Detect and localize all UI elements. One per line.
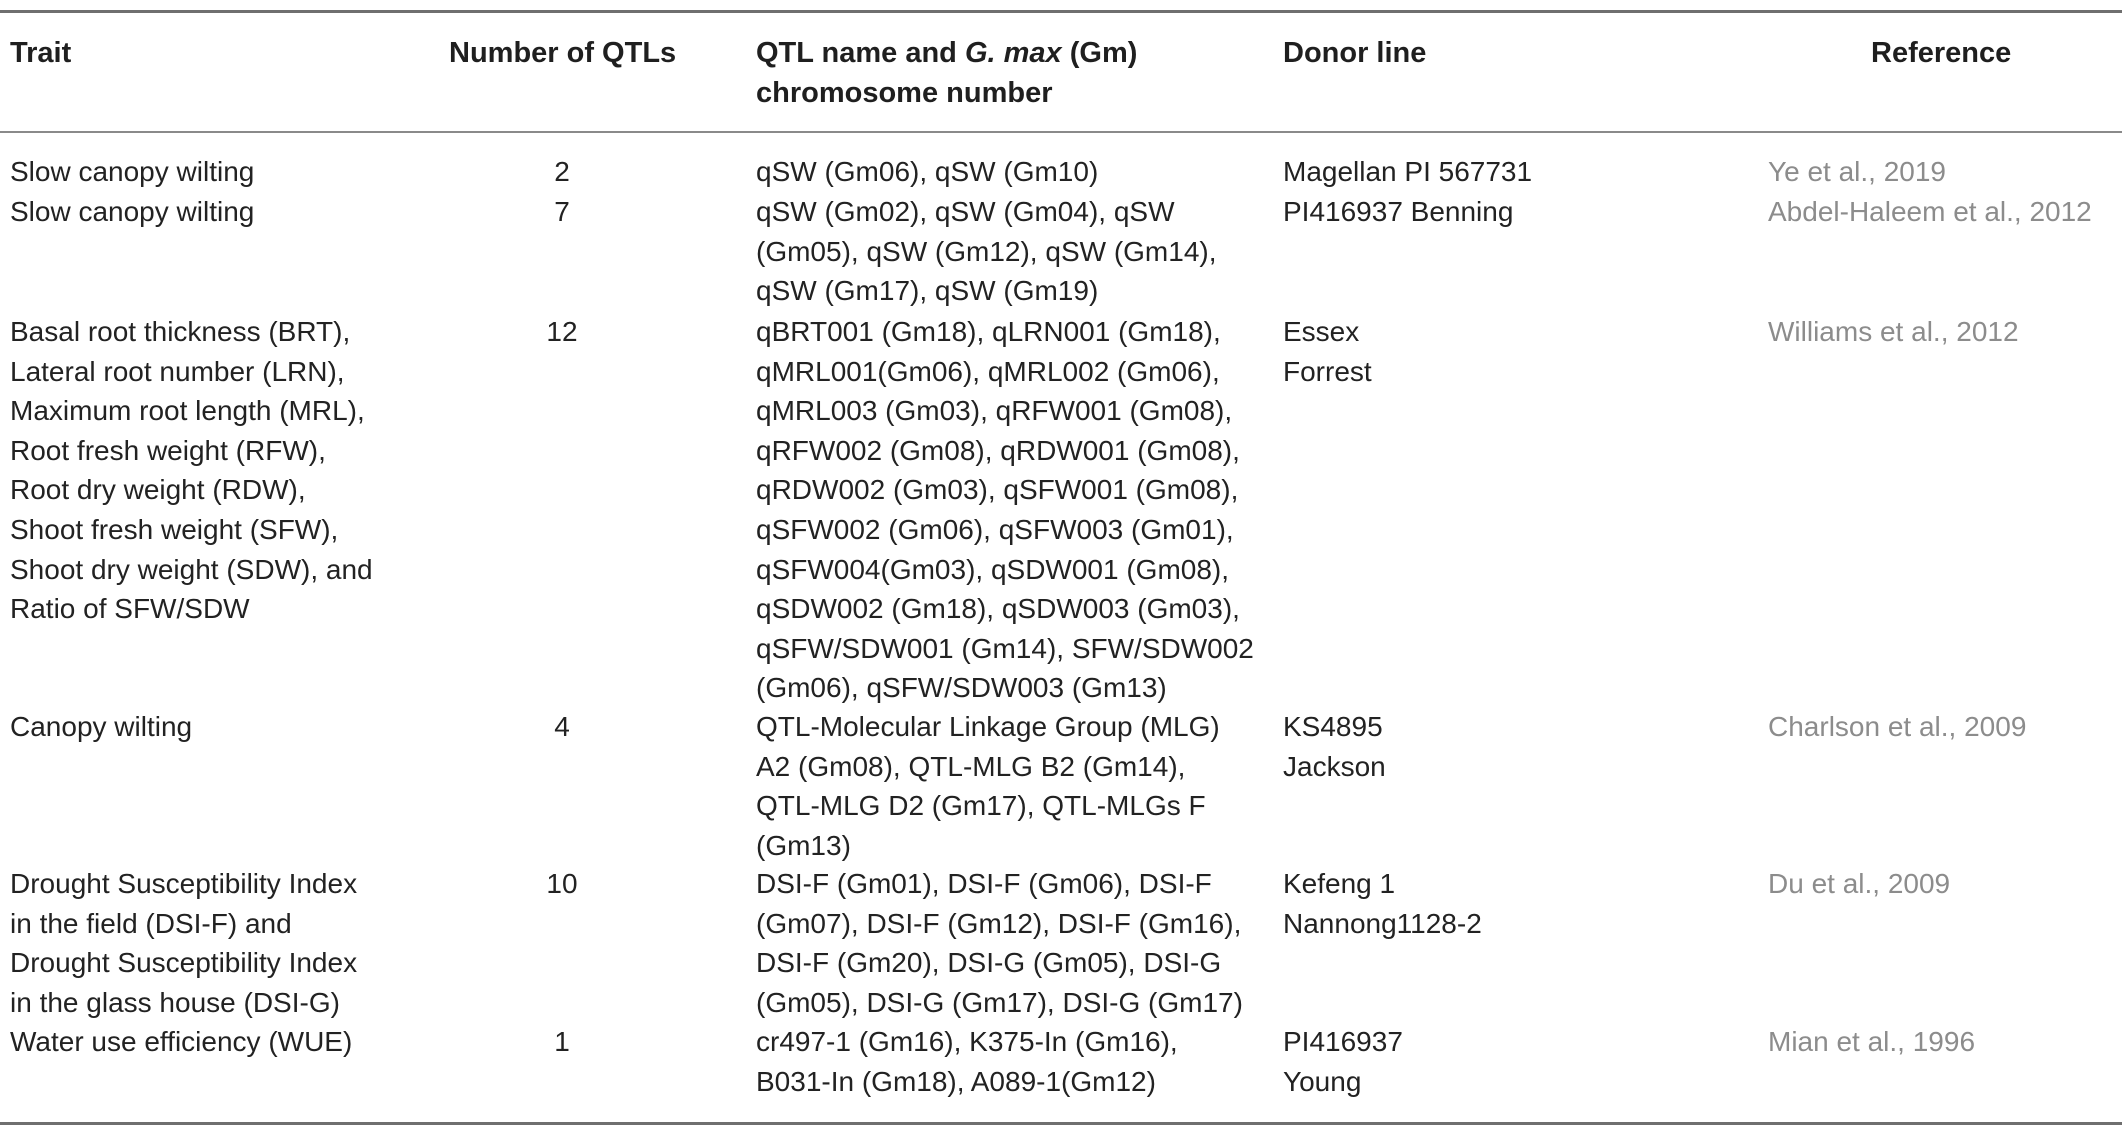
trait-cell: Slow canopy wilting (10, 192, 410, 232)
donor-line-cell: PI416937 Benning (1283, 192, 1703, 232)
trait-cell-line: Root fresh weight (RFW), (10, 434, 326, 466)
donor-line-cell-line: Young (1283, 1065, 1362, 1097)
qtl-name-cell-line: qRDW002 (Gm03), qSFW001 (Gm08), (756, 474, 1239, 506)
donor-line-cell-line: Jackson (1283, 750, 1386, 782)
donor-line-cell: Magellan PI 567731 (1283, 152, 1703, 192)
trait-cell-line: in the field (DSI-F) and (10, 907, 292, 939)
donor-line-cell-line: PI416937 (1283, 1026, 1403, 1057)
donor-line-cell-line: Nannong1128-2 (1283, 907, 1482, 939)
qtl-name-cell-line: qSDW002 (Gm18), qSDW003 (Gm03), (756, 593, 1240, 625)
qtl-name-cell-line: QTL-MLG D2 (Gm17), QTL-MLGs F (756, 790, 1206, 822)
qtl-name-cell-line: DSI-F (Gm01), DSI-F (Gm06), DSI-F (756, 868, 1212, 899)
qtl-name-cell-line: A2 (Gm08), QTL-MLG B2 (Gm14), (756, 750, 1186, 782)
reference-cell: Abdel-Haleem et al., 2012 (1768, 196, 2092, 227)
header-qtl-chromosome: chromosome number (756, 77, 1053, 109)
trait-cell-line: Drought Susceptibility Index (10, 947, 358, 979)
header-qtl-name-text: QTL name and (756, 37, 965, 69)
trait-cell-line: Shoot dry weight (SDW), and (10, 553, 373, 585)
donor-line-cell: PI416937 Young (1283, 1022, 1703, 1101)
qtl-count-cell: 10 (546, 868, 578, 899)
trait-cell: Drought Susceptibility Index in the field… (10, 864, 410, 1022)
trait-cell: Canopy wilting (10, 707, 410, 747)
trait-cell: Basal root thickness (BRT), Lateral root … (10, 312, 410, 629)
donor-line-cell: KS4895 Jackson (1283, 707, 1703, 786)
qtl-name-cell-line: qMRL003 (Gm03), qRFW001 (Gm08), (756, 395, 1233, 427)
header-qtl-species: G. max (964, 37, 1062, 69)
reference-cell: Charlson et al., 2009 (1768, 711, 2027, 742)
qtl-name-cell-line: (Gm05), qSW (Gm12), qSW (Gm14), (756, 235, 1217, 267)
donor-line-cell: Essex Forrest (1283, 312, 1703, 391)
trait-cell: Water use efficiency (WUE) (10, 1022, 410, 1062)
qtl-name-cell-line: (Gm07), DSI-F (Gm12), DSI-F (Gm16), (756, 907, 1242, 939)
trait-cell-line: Root dry weight (RDW), (10, 474, 306, 506)
qtl-name-cell-line: B031-In (Gm18), A089-1(Gm12) (756, 1065, 1156, 1097)
header-number-of-qtls: Number of QTLs (449, 37, 677, 69)
qtl-name-cell-line: cr497-1 (Gm16), K375-In (Gm16), (756, 1026, 1178, 1057)
qtl-name-cell: cr497-1 (Gm16), K375-In (Gm16), B031-In (… (756, 1022, 1276, 1101)
qtl-name-cell: qSW (Gm02), qSW (Gm04), qSW (Gm05), qSW (… (756, 192, 1276, 311)
qtl-count-cell: 1 (554, 1026, 570, 1057)
donor-line-cell-line: KS4895 (1283, 711, 1383, 742)
trait-cell-line: Basal root thickness (BRT), (10, 316, 351, 347)
qtl-name-cell-line: DSI-F (Gm20), DSI-G (Gm05), DSI-G (756, 947, 1222, 979)
reference-cell: Mian et al., 1996 (1768, 1026, 1976, 1057)
donor-line-cell-line: Kefeng 1 (1283, 868, 1396, 899)
qtl-count-cell: 2 (554, 156, 570, 187)
table-bottom-rule (0, 1122, 2122, 1125)
trait-cell-line: Slow canopy wilting (10, 196, 255, 227)
trait-cell-line: Water use efficiency (WUE) (10, 1026, 353, 1057)
qtl-count-cell: 4 (554, 711, 570, 742)
qtl-name-cell: qBRT001 (Gm18), qLRN001 (Gm18), qMRL001(G… (756, 312, 1276, 708)
qtl-name-cell-line: qSW (Gm17), qSW (Gm19) (756, 275, 1099, 307)
header-donor-line: Donor line (1283, 37, 1427, 69)
qtl-name-cell-line: qSW (Gm02), qSW (Gm04), qSW (756, 196, 1175, 227)
trait-cell-line: Shoot fresh weight (SFW), (10, 513, 339, 545)
table-top-rule (0, 10, 2122, 13)
donor-line-cell-line: Magellan PI 567731 (1283, 156, 1533, 187)
qtl-count-cell: 7 (554, 196, 570, 227)
header-trait: Trait (10, 37, 72, 69)
trait-cell-line: in the glass house (DSI-G) (10, 986, 340, 1018)
qtl-name-cell-line: qRFW002 (Gm08), qRDW001 (Gm08), (756, 434, 1240, 466)
qtl-name-cell-line: qMRL001(Gm06), qMRL002 (Gm06), (756, 355, 1220, 387)
reference-cell: Williams et al., 2012 (1768, 316, 2019, 347)
donor-line-cell: Kefeng 1 Nannong1128-2 (1283, 864, 1703, 943)
qtl-name-cell-line: (Gm13) (756, 829, 851, 861)
trait-cell-line: Maximum root length (MRL), (10, 395, 365, 427)
qtl-name-cell-line: (Gm06), qSFW/SDW003 (Gm13) (756, 672, 1167, 704)
qtl-name-cell: qSW (Gm06), qSW (Gm10) (756, 152, 1276, 192)
trait-cell: Slow canopy wilting (10, 152, 410, 192)
reference-cell: Ye et al., 2019 (1768, 156, 1947, 187)
table-header-rule (0, 131, 2122, 133)
trait-cell-line: Lateral root number (LRN), (10, 355, 345, 387)
header-qtl-abbrev: (Gm) (1061, 37, 1138, 69)
qtl-name-cell-line: (Gm05), DSI-G (Gm17), DSI-G (Gm17) (756, 986, 1243, 1018)
qtl-name-cell-line: qSFW/SDW001 (Gm14), SFW/SDW002 (756, 632, 1254, 664)
qtl-name-cell-line: qBRT001 (Gm18), qLRN001 (Gm18), (756, 316, 1221, 347)
donor-line-cell-line: Forrest (1283, 355, 1372, 387)
donor-line-cell-line: Essex (1283, 316, 1360, 347)
donor-line-cell-line: PI416937 Benning (1283, 196, 1514, 227)
qtl-name-cell-line: qSFW004(Gm03), qSDW001 (Gm08), (756, 553, 1230, 585)
qtl-name-cell: QTL-Molecular Linkage Group (MLG) A2 (Gm0… (756, 707, 1276, 865)
trait-cell-line: Drought Susceptibility Index (10, 868, 358, 899)
trait-cell-line: Canopy wilting (10, 711, 193, 742)
header-reference: Reference (1871, 37, 2012, 69)
qtl-name-cell: DSI-F (Gm01), DSI-F (Gm06), DSI-F (Gm07),… (756, 864, 1276, 1022)
trait-cell-line: Slow canopy wilting (10, 156, 255, 187)
qtl-name-cell-line: qSW (Gm06), qSW (Gm10) (756, 156, 1099, 187)
header-qtl-name: QTL name and G. max (Gm) (756, 33, 1137, 73)
qtl-name-cell-line: QTL-Molecular Linkage Group (MLG) (756, 711, 1220, 742)
qtl-name-cell-line: qSFW002 (Gm06), qSFW003 (Gm01), (756, 513, 1234, 545)
trait-cell-line: Ratio of SFW/SDW (10, 593, 250, 625)
qtl-count-cell: 12 (546, 316, 578, 347)
reference-cell: Du et al., 2009 (1768, 868, 1951, 899)
